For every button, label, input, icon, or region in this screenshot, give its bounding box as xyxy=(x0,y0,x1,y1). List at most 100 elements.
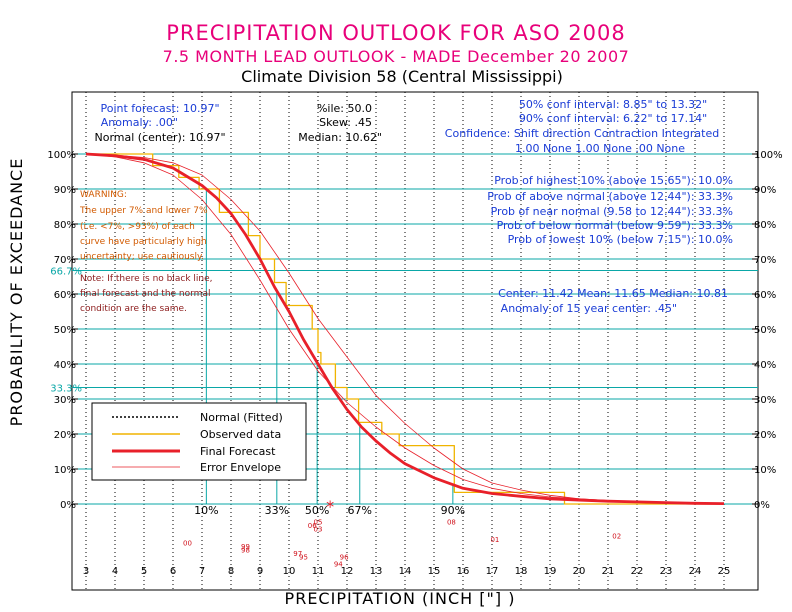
conf90-text: 90% conf interval: 6.22" to 17.14" xyxy=(519,112,707,125)
prob-below: Prob of below normal (below 9.59"): 33.3… xyxy=(497,219,733,232)
year-marker: 95 xyxy=(299,554,308,562)
x-tick-label: 16 xyxy=(457,566,470,577)
x-tick-label: 9 xyxy=(257,566,263,577)
chart-title: PRECIPITATION OUTLOOK FOR ASO 2008 xyxy=(166,21,626,45)
warning-line: uncertainty; use cautiously. xyxy=(80,252,204,262)
probability-block: Prob of highest 10% (above 15.65"): 10.0… xyxy=(487,174,733,246)
center-anomaly-text: Anomaly of 15 year center: .45" xyxy=(501,302,677,315)
year-marker: 98 xyxy=(241,547,250,555)
x-tick-label: 6 xyxy=(170,566,176,577)
y-tick-label-right: 50% xyxy=(754,325,776,336)
percentile-label: 50% xyxy=(305,504,329,517)
y-tick-label-right: 90% xyxy=(754,185,776,196)
y-tick-label: 10% xyxy=(54,465,76,476)
confidence-header: Confidence: Shift direction Contraction … xyxy=(445,127,719,140)
year-marker: 99 xyxy=(241,543,250,551)
y-tick-label: 0% xyxy=(60,500,76,511)
x-axis-label: PRECIPITATION (INCH ["] ) xyxy=(285,589,516,608)
series-group xyxy=(85,152,725,505)
y-tick-label: 20% xyxy=(54,430,76,441)
y-tick-label-right: 60% xyxy=(754,290,776,301)
year-marker: 97 xyxy=(293,550,302,558)
normal-center-text: Normal (center): 10.97" xyxy=(94,131,225,144)
x-tick-label: 18 xyxy=(515,566,528,577)
y-tick-label-right: 80% xyxy=(754,220,776,231)
year-marker: 06 xyxy=(308,522,317,530)
percentile-labels: 10% 33% 50% 67% 90% xyxy=(194,504,465,517)
y-tick-label: 100% xyxy=(47,150,76,161)
x-tick-label: 5 xyxy=(141,566,147,577)
conf50-text: 50% conf interval: 8.85" to 13.32" xyxy=(519,98,707,111)
percentile-text: %ile: 50.0 xyxy=(317,102,372,115)
anomaly-text: Anomaly: .00" xyxy=(101,116,178,129)
year-marker: 02 xyxy=(612,533,621,541)
x-tick-label: 21 xyxy=(602,566,615,577)
y-tick-label: 80% xyxy=(54,220,76,231)
y-tick-labels-right: 0% 10% 20% 30% 40% 50% 60% 70% 80% 90% 100% xyxy=(754,150,783,511)
percentile-label: 67% xyxy=(348,504,372,517)
legend-label-forecast: Final Forecast xyxy=(200,445,276,458)
x-tick-label: 4 xyxy=(112,566,118,577)
x-tick-label: 11 xyxy=(312,566,325,577)
note-line: final forecast and the normal xyxy=(80,289,210,299)
division-title: Climate Division 58 (Central Mississippi… xyxy=(241,67,563,86)
year-marker: 05 xyxy=(314,519,323,527)
warning-line: curve have particularly high xyxy=(80,237,207,247)
x-tick-label: 24 xyxy=(689,566,702,577)
center-text: Center: 11.42 Mean: 11.65 Median: 10.81 xyxy=(498,287,728,300)
y-tick-label-right: 20% xyxy=(754,430,776,441)
note-line: condition are the same. xyxy=(80,304,187,314)
point-forecast-text: Point forecast: 10.97" xyxy=(100,102,219,115)
y-tick-label: 30% xyxy=(54,395,76,406)
prob-above: Prob of above normal (above 12.44"): 33.… xyxy=(487,190,733,203)
legend-label-observed: Observed data xyxy=(200,428,281,441)
y-tick-label: 90% xyxy=(54,185,76,196)
tercile-label: 66.7% xyxy=(50,267,82,278)
year-marker: 01 xyxy=(490,536,499,544)
note-line: Note: If there is no black line, xyxy=(80,274,213,284)
year-marker: 96 xyxy=(340,554,349,562)
point-forecast-marker: * xyxy=(326,497,334,516)
x-tick-label: 12 xyxy=(341,566,354,577)
y-tick-label-right: 0% xyxy=(754,500,770,511)
x-tick-label: 10 xyxy=(283,566,296,577)
y-tick-label-right: 100% xyxy=(754,150,783,161)
percentile-label: 90% xyxy=(441,504,465,517)
year-marker: 00 xyxy=(183,540,192,548)
prob-near: Prob of near normal (9.58 to 12.44"): 33… xyxy=(491,205,733,218)
x-gridlines xyxy=(85,92,725,590)
percentile-label: 33% xyxy=(265,504,289,517)
x-tick-label: 8 xyxy=(228,566,234,577)
median-text: Median: 10.62" xyxy=(298,131,382,144)
warning-line: WARNING: xyxy=(80,190,127,200)
y-tick-label-right: 40% xyxy=(754,360,776,371)
chart-subtitle: 7.5 MONTH LEAD OUTLOOK - MADE December 2… xyxy=(163,47,630,66)
percentile-label: 10% xyxy=(194,504,218,517)
x-tick-label: 14 xyxy=(399,566,412,577)
x-tick-label: 13 xyxy=(370,566,383,577)
y-axis-label: PROBABILITY OF EXCEEDANCE xyxy=(7,158,26,427)
year-marker: 03 xyxy=(314,526,323,534)
prob-highest: Prob of highest 10% (above 15.65"): 10.0… xyxy=(494,174,733,187)
legend-label-normal: Normal (Fitted) xyxy=(200,411,283,424)
tercile-label: 33.3% xyxy=(50,383,82,394)
center-block: Center: 11.42 Mean: 11.65 Median: 10.81 … xyxy=(498,287,728,315)
plot-frame xyxy=(71,91,759,591)
x-tick-label: 3 xyxy=(83,566,89,577)
series-final-forecast xyxy=(85,152,725,505)
legend: Normal (Fitted) Observed data Final Fore… xyxy=(91,402,307,481)
note-block: Note: If there is no black line, final f… xyxy=(80,274,213,314)
y-tick-label-right: 30% xyxy=(754,395,776,406)
y-tick-label: 50% xyxy=(54,325,76,336)
x-tick-label: 23 xyxy=(660,566,673,577)
y-tick-label: 60% xyxy=(54,290,76,301)
y-tick-label: 70% xyxy=(54,255,76,266)
warning-block: WARNING: The upper 7% and lower 7% (i.e.… xyxy=(79,190,208,262)
x-tick-label: 7 xyxy=(199,566,205,577)
warning-line: The upper 7% and lower 7% xyxy=(79,206,208,216)
y-tick-label-right: 70% xyxy=(754,255,776,266)
skew-text: Skew: .45 xyxy=(319,116,372,129)
x-tick-labels: 3 4 5 6 7 8 9 10 11 12 13 14 15 16 17 18 19 20 21 22 23 24 25 xyxy=(83,566,731,577)
confidence-values: 1.00 None 1.00 None .00 None xyxy=(515,142,685,155)
